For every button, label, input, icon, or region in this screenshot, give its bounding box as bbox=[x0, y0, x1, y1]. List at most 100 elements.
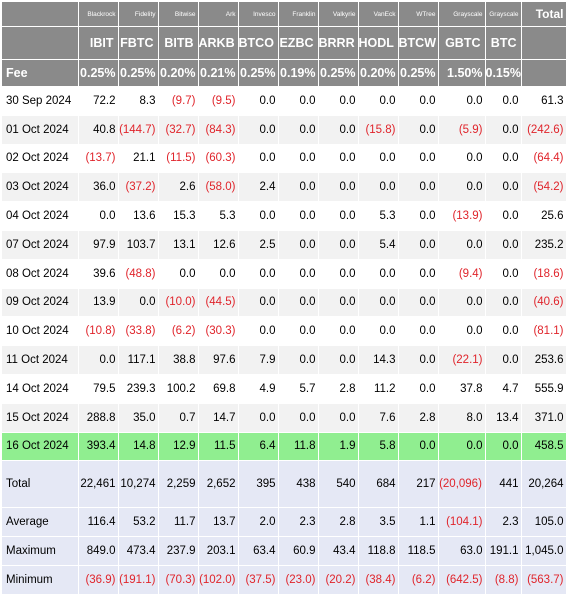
fee-value: 0.21% bbox=[198, 59, 239, 87]
row-total: (40.6) bbox=[521, 288, 567, 318]
flow-value: 2.8 bbox=[398, 403, 439, 433]
issuer-name: WTree bbox=[398, 2, 439, 27]
ticker-symbol: BRRR bbox=[318, 26, 359, 60]
flow-value: 0.0 bbox=[398, 259, 439, 289]
table-row: 04 Oct 2024 0.0 13.6 15.3 5.3 0.0 0.0 0.0 5.3 0.0… bbox=[2, 201, 567, 231]
summary-row: Maximum 849.0 473.4 237.9 203.1 63.4 60.9 43.4 1… bbox=[2, 536, 567, 567]
flow-value: 0.0 bbox=[278, 230, 319, 260]
issuer-name: Grayscale bbox=[438, 2, 486, 27]
row-total: 235.2 bbox=[521, 230, 567, 260]
ticker-symbol: GBTC bbox=[438, 26, 486, 60]
summary-value: 849.0 bbox=[78, 536, 119, 567]
flow-value: 0.0 bbox=[358, 144, 399, 174]
flow-value: 2.6 bbox=[158, 172, 199, 203]
summary-label: Minimum bbox=[2, 565, 79, 596]
issuer-name: VanEck bbox=[358, 2, 399, 27]
flow-value: 288.8 bbox=[78, 403, 119, 433]
row-date: 09 Oct 2024 bbox=[2, 288, 79, 318]
flow-value: 0.0 bbox=[485, 86, 522, 116]
flow-value: 37.8 bbox=[438, 374, 486, 404]
row-date: 01 Oct 2024 bbox=[2, 115, 79, 145]
flow-value: 40.8 bbox=[78, 115, 119, 145]
summary-value: (6.2) bbox=[398, 565, 439, 596]
flow-value: 72.2 bbox=[78, 86, 119, 116]
summary-value: 2,259 bbox=[158, 460, 199, 509]
fee-value: 0.25% bbox=[238, 59, 279, 87]
flow-value: (13.7) bbox=[78, 144, 119, 174]
flow-value: 0.0 bbox=[358, 86, 399, 116]
flow-value: 1.9 bbox=[318, 432, 359, 462]
flow-value: 13.6 bbox=[118, 201, 159, 231]
flow-value: 0.0 bbox=[78, 201, 119, 231]
flow-value: 0.0 bbox=[278, 201, 319, 231]
table-row: 07 Oct 2024 97.9 103.7 13.1 12.6 2.5 0.0 0.0 5.4… bbox=[2, 230, 567, 260]
row-total: 555.9 bbox=[521, 374, 567, 404]
flow-value: 13.4 bbox=[485, 403, 522, 433]
flow-value: 0.0 bbox=[318, 316, 359, 347]
fee-value: 0.25% bbox=[318, 59, 359, 87]
table-row: 30 Sep 2024 72.2 8.3 (9.7) (9.5) 0.0 0.0 0.0 0.0… bbox=[2, 86, 567, 116]
summary-value: (70.3) bbox=[158, 565, 199, 596]
summary-value: 63.4 bbox=[238, 536, 279, 567]
flow-value: 0.0 bbox=[398, 432, 439, 462]
table-row: 14 Oct 2024 79.5 239.3 100.2 69.8 4.9 5.7 2.8 11… bbox=[2, 374, 567, 404]
flow-value: (33.8) bbox=[118, 316, 159, 347]
table-row: 10 Oct 2024 (10.8) (33.8) (6.2) (30.3) 0.0 0.0… bbox=[2, 316, 567, 347]
summary-value: 217 bbox=[398, 460, 439, 509]
flow-value: 0.0 bbox=[398, 172, 439, 203]
summary-value: (20,096) bbox=[438, 460, 486, 509]
summary-value: 10,274 bbox=[118, 460, 159, 509]
flow-value: 6.4 bbox=[238, 432, 279, 462]
row-total: 61.3 bbox=[521, 86, 567, 116]
flow-value: (58.0) bbox=[198, 172, 239, 203]
flow-value: 0.0 bbox=[398, 288, 439, 318]
flow-value: 14.8 bbox=[118, 432, 159, 462]
summary-value: (23.0) bbox=[278, 565, 319, 596]
flow-value: 8.0 bbox=[438, 403, 486, 433]
flow-value: 0.0 bbox=[485, 144, 522, 174]
flow-value: 0.0 bbox=[238, 288, 279, 318]
summary-value: 53.2 bbox=[118, 507, 159, 538]
summary-value: 118.8 bbox=[358, 536, 399, 567]
flow-value: 0.0 bbox=[438, 86, 486, 116]
summary-value: 2.3 bbox=[278, 507, 319, 538]
table-row: 01 Oct 2024 40.8 (144.7) (32.7) (84.3) 0.0 0.0… bbox=[2, 115, 567, 145]
issuer-name: Fidelity bbox=[118, 2, 159, 27]
flow-value: 0.0 bbox=[358, 172, 399, 203]
table-header: Blackrock Fidelity Bitwise Ark Invesco Frankl… bbox=[2, 2, 567, 87]
flow-value: 0.0 bbox=[318, 86, 359, 116]
flow-value: 36.0 bbox=[78, 172, 119, 203]
total-header: Total bbox=[521, 2, 567, 27]
summary-value: (38.4) bbox=[358, 565, 399, 596]
fee-value: 0.19% bbox=[278, 59, 319, 87]
flow-value: 5.4 bbox=[358, 230, 399, 260]
flow-value: (30.3) bbox=[198, 316, 239, 347]
summary-value: (104.1) bbox=[438, 507, 486, 538]
flow-value: (10.8) bbox=[78, 316, 119, 347]
ticker-symbol: BITB bbox=[158, 26, 199, 60]
flow-value: 11.2 bbox=[358, 374, 399, 404]
flow-value: 0.0 bbox=[278, 316, 319, 347]
flow-value: 0.0 bbox=[318, 345, 359, 375]
issuer-name: Ark bbox=[198, 2, 239, 27]
flow-value: 0.0 bbox=[318, 201, 359, 231]
table-row: 11 Oct 2024 0.0 117.1 38.8 97.6 7.9 0.0 0.0 14.3… bbox=[2, 345, 567, 375]
flow-value: 100.2 bbox=[158, 374, 199, 404]
flow-value: (48.8) bbox=[118, 259, 159, 289]
summary-total: 20,264 bbox=[521, 460, 567, 509]
row-total: 371.0 bbox=[521, 403, 567, 433]
ticker-symbol: BTCO bbox=[238, 26, 279, 60]
flow-value: 0.0 bbox=[278, 172, 319, 203]
flow-value: 0.0 bbox=[438, 432, 486, 462]
flow-value: 0.0 bbox=[238, 316, 279, 347]
ticker-symbol: HODL bbox=[358, 26, 399, 60]
row-date: 11 Oct 2024 bbox=[2, 345, 79, 375]
flow-value: 5.8 bbox=[358, 432, 399, 462]
summary-value: 22,461 bbox=[78, 460, 119, 509]
flow-value: (60.3) bbox=[198, 144, 239, 174]
table-body: 30 Sep 2024 72.2 8.3 (9.7) (9.5) 0.0 0.0 0.0 0.0… bbox=[2, 86, 567, 596]
summary-value: (191.1) bbox=[118, 565, 159, 596]
flow-value: 2.8 bbox=[318, 374, 359, 404]
flow-value: 0.0 bbox=[358, 316, 399, 347]
summary-label: Total bbox=[2, 460, 79, 509]
